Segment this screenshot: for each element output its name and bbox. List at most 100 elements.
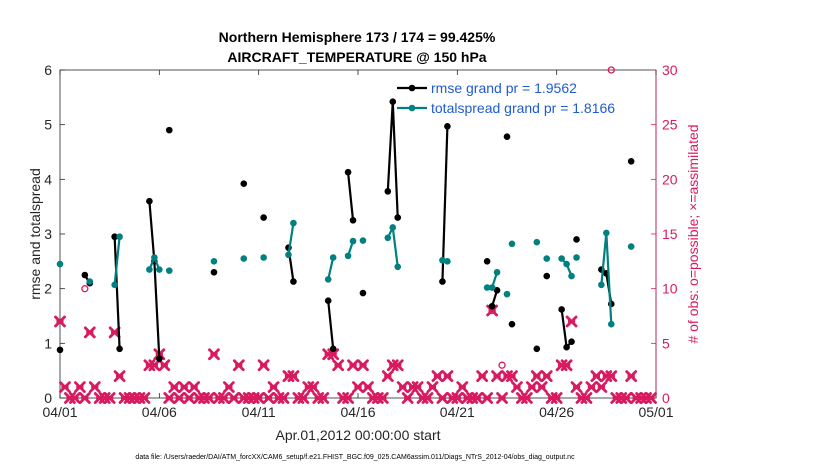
rmse-point (483, 258, 491, 265)
rmse-point (165, 126, 173, 134)
spread-point (349, 237, 357, 245)
obs-assimilated-marker (620, 392, 633, 404)
spread-point (116, 233, 123, 241)
rmse-point (394, 214, 402, 221)
obs-assimilated-marker (376, 392, 389, 404)
obs-assimilated-marker (252, 392, 265, 404)
y-left-tick-label: 5 (44, 117, 52, 133)
rmse-point (146, 197, 153, 205)
obs-assimilated-marker (590, 370, 603, 383)
obs-assimilated-marker (73, 381, 86, 393)
obs-assimilated-marker (451, 392, 464, 404)
x-axis-label: Apr.01,2012 00:00:00 start (275, 427, 440, 443)
obs-assimilated-marker (173, 392, 186, 404)
obs-assimilated-marker (232, 359, 245, 372)
obs-assimilated-marker (208, 348, 220, 361)
rmse-line-segment (327, 300, 335, 349)
spread-line-segment (327, 257, 335, 280)
legend: rmse grand pr = 1.9562 totalspread grand… (397, 80, 615, 116)
spread-point (444, 258, 451, 265)
obs-assimilated-marker (108, 326, 121, 339)
obs-assimilated-marker (396, 381, 409, 393)
rmse-point (627, 157, 635, 165)
obs-assimilated-marker (560, 359, 573, 372)
spread-point (344, 252, 352, 260)
spread-line-segment (386, 226, 399, 267)
y-right-tick-label: 25 (662, 117, 678, 133)
spread-point (240, 255, 248, 262)
obs-assimilated-marker (605, 370, 618, 383)
spread-point (394, 263, 402, 271)
obs-assimilated-marker (645, 392, 657, 404)
rmse-point (240, 180, 248, 188)
spread-point (290, 219, 297, 227)
rmse-point (439, 278, 446, 285)
rmse-line-segment (441, 126, 449, 282)
spread-point (573, 254, 580, 261)
y-right-tick-label: 0 (662, 390, 670, 406)
y-left-tick-label: 0 (44, 390, 52, 406)
spread-point (146, 266, 153, 273)
obs-assimilated-marker (317, 392, 330, 404)
rmse-point (573, 236, 580, 243)
y-right-tick-label: 20 (662, 171, 678, 187)
obs-assimilated-marker (525, 381, 538, 393)
rmse-point (359, 289, 367, 297)
rmse-point (56, 346, 64, 354)
obs-assimilated-marker (178, 381, 191, 393)
y-right-tick-label: 10 (662, 281, 678, 297)
obs-assimilated-marker (381, 370, 394, 383)
spread-point (324, 276, 332, 283)
obs-assimilated-marker (217, 392, 230, 404)
y-axis-left: 0 1 2 3 4 5 6 (44, 62, 65, 406)
obs-assimilated-marker (436, 392, 449, 404)
obs-possible-marker (498, 361, 506, 369)
spread-point (285, 251, 292, 259)
obs-assimilated-marker (411, 381, 424, 393)
obs-assimilated-marker (357, 359, 369, 372)
obs-assimilated-marker (595, 381, 608, 393)
y-left-tick-label: 6 (44, 62, 52, 78)
obs-assimilated-marker (347, 359, 359, 372)
obs-assimilated-marker (580, 392, 593, 404)
obs-assimilated-marker (481, 392, 494, 404)
obs-assimilated-marker (113, 370, 126, 383)
y-left-tick-label: 4 (44, 171, 52, 187)
rmse-point (116, 345, 123, 353)
obs-assimilated-marker (188, 381, 201, 393)
y-axis-right: 0 5 10 15 20 25 30 (651, 62, 678, 406)
data-file-footer: data file: /Users/raeder/DAI/ATM_forcXX/… (135, 454, 575, 461)
obs-assimilated-marker (362, 381, 374, 393)
rmse-point (260, 214, 267, 221)
x-tick-label: 04/06 (142, 404, 177, 420)
x-tick-label: 04/26 (539, 404, 574, 420)
obs-assimilated-marker (257, 359, 270, 372)
x-tick-label: 04/01 (42, 404, 77, 420)
rmse-point (210, 268, 218, 276)
rmse-line-segment (386, 100, 399, 218)
obs-assimilated-marker (456, 381, 469, 393)
rmse-point (156, 355, 163, 362)
obs-assimilated-marker (227, 392, 240, 404)
obs-assimilated-marker (401, 392, 414, 404)
spread-point (493, 268, 501, 276)
obs-assimilated-marker (59, 381, 71, 393)
rmse-point (329, 345, 337, 353)
y-right-tick-label: 15 (662, 226, 678, 242)
obs-assimilated-marker (307, 381, 320, 393)
rmse-point (111, 233, 118, 241)
rmse-point (543, 272, 551, 280)
obs-assimilated-marker (69, 392, 81, 404)
obs-assimilated-marker (203, 392, 215, 404)
rmse-point (384, 188, 392, 195)
obs-assimilated-marker (183, 392, 196, 404)
obs-assimilated-marker (391, 359, 404, 372)
spread-point (483, 284, 491, 291)
obs-assimilated-marker (491, 370, 503, 383)
spread-line-segment (287, 222, 295, 255)
spread-point (210, 258, 218, 265)
obs-assimilated-marker (496, 392, 508, 404)
y-right-tick-label: 30 (662, 62, 678, 78)
obs-assimilated-marker (506, 370, 518, 383)
obs-assimilated-marker (78, 392, 91, 404)
